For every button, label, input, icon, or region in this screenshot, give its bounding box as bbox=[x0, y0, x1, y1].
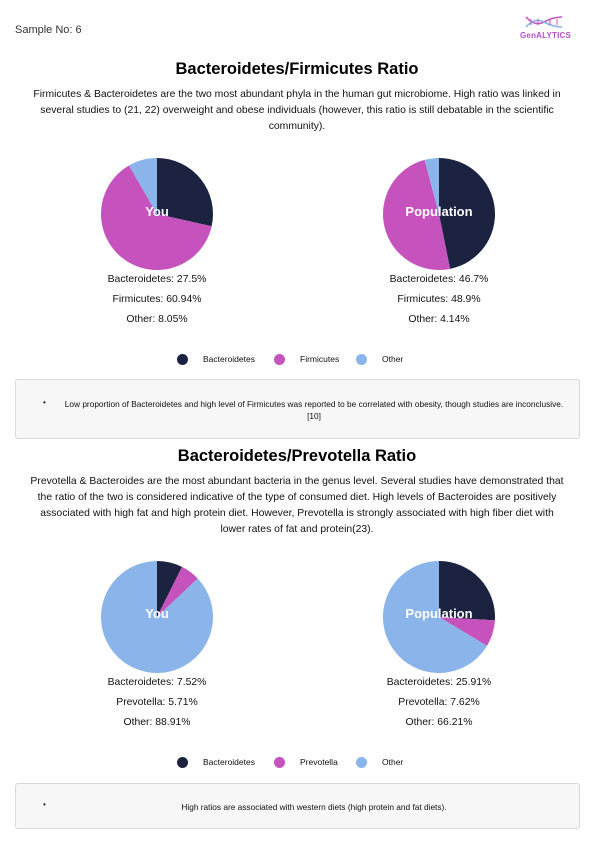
stat-bacteroidetes: Bacteroidetes: 46.7% bbox=[389, 274, 489, 285]
section-description-firmicutes: Firmicutes & Bacteroidetes are the two m… bbox=[33, 89, 561, 132]
pie-label-population: Population bbox=[405, 204, 473, 219]
stat-firmicutes: Firmicutes: 48.9% bbox=[397, 294, 481, 305]
legend-label: Other bbox=[382, 757, 404, 767]
legend-swatch bbox=[177, 756, 188, 768]
pie-slice-other bbox=[128, 158, 157, 214]
legend-label: Bacteroidetes bbox=[203, 757, 255, 767]
pie-label-you: You bbox=[145, 606, 169, 621]
stat-bacteroidetes: Bacteroidetes: 25.91% bbox=[386, 677, 492, 688]
legend-prevotella: Bacteroidetes Prevotella Other bbox=[0, 754, 594, 770]
pie-stats: Bacteroidetes: 27.5% Firmicutes: 60.94% … bbox=[77, 270, 237, 330]
logo-text: GenALYTICS bbox=[520, 31, 572, 40]
section-title-firmicutes: Bacteroidetes/Firmicutes Ratio bbox=[175, 60, 419, 78]
legend-item-bacteroidetes: Bacteroidetes bbox=[177, 754, 255, 770]
pie-slice-bacteroidetes bbox=[439, 561, 495, 621]
pie-svg bbox=[101, 158, 213, 270]
legend-item-other: Other bbox=[356, 351, 403, 367]
legend-swatch bbox=[177, 353, 188, 365]
pie-slice-other bbox=[101, 561, 213, 673]
stat-bacteroidetes: Bacteroidetes: 27.5% bbox=[107, 274, 207, 285]
pie-svg bbox=[383, 561, 495, 673]
genalytics-logo: GenALYTICS bbox=[518, 14, 572, 44]
pie-slice-firmicutes bbox=[382, 159, 451, 271]
stat-other: Other: 66.21% bbox=[405, 717, 473, 728]
stat-prevotella: Prevotella: 7.62% bbox=[398, 697, 480, 708]
stat-other: Other: 8.05% bbox=[126, 314, 188, 325]
pie-slice-other bbox=[383, 561, 487, 673]
legend-item-firmicutes: Firmicutes bbox=[274, 351, 339, 367]
pie-svg bbox=[382, 158, 495, 271]
stat-firmicutes: Firmicutes: 60.94% bbox=[112, 294, 202, 305]
pie-slice-bacteroidetes bbox=[157, 158, 213, 227]
legend-item-prevotella: Prevotella bbox=[274, 754, 338, 770]
legend-swatch bbox=[274, 756, 285, 768]
dna-helix-icon bbox=[525, 16, 563, 28]
legend-firmicutes: Bacteroidetes Firmicutes Other bbox=[0, 351, 594, 367]
pie-svg bbox=[101, 561, 213, 673]
legend-label: Firmicutes bbox=[300, 354, 340, 364]
pie-slice-prevotella bbox=[157, 566, 198, 617]
pie-slice-bacteroidetes bbox=[439, 158, 495, 269]
pie-slice-other bbox=[424, 158, 439, 214]
pie-label-you: You bbox=[145, 204, 169, 219]
stat-other: Other: 88.91% bbox=[123, 717, 191, 728]
pie-stats: Bacteroidetes: 25.91% Prevotella: 7.62% … bbox=[359, 673, 519, 733]
stat-other: Other: 4.14% bbox=[408, 314, 470, 325]
info-note-box: • Low proportion of Bacteroidetes and hi… bbox=[15, 379, 580, 439]
pie-label-population: Population bbox=[405, 606, 473, 621]
section-title-prevotella: Bacteroidetes/Prevotella Ratio bbox=[177, 447, 417, 465]
info-note-text: Low proportion of Bacteroidetes and high… bbox=[64, 399, 564, 421]
pie-slice-prevotella bbox=[439, 617, 495, 646]
legend-label: Bacteroidetes bbox=[203, 354, 255, 364]
stat-prevotella: Prevotella: 5.71% bbox=[116, 697, 198, 708]
legend-item-other: Other bbox=[356, 754, 403, 770]
legend-swatch bbox=[356, 756, 367, 768]
pie-slice-bacteroidetes bbox=[157, 561, 182, 617]
info-note-box: • High ratios are associated with wester… bbox=[15, 783, 580, 829]
stat-bacteroidetes: Bacteroidetes: 7.52% bbox=[107, 677, 207, 688]
info-note-text: High ratios are associated with western … bbox=[181, 802, 447, 812]
bullet: • bbox=[43, 800, 46, 809]
bullet: • bbox=[43, 398, 46, 407]
legend-swatch bbox=[356, 353, 367, 365]
sample-number: Sample No: 6 bbox=[15, 24, 82, 36]
legend-label: Prevotella bbox=[300, 757, 338, 767]
legend-swatch bbox=[274, 353, 285, 365]
section-description-prevotella: Prevotella & Bacteroides are the most ab… bbox=[30, 476, 564, 535]
legend-label: Other bbox=[382, 354, 404, 364]
pie-stats: Bacteroidetes: 46.7% Firmicutes: 48.9% O… bbox=[359, 270, 519, 330]
pie-slice-firmicutes bbox=[101, 165, 212, 270]
legend-item-bacteroidetes: Bacteroidetes bbox=[177, 351, 255, 367]
pie-stats: Bacteroidetes: 7.52% Prevotella: 5.71% O… bbox=[77, 673, 237, 733]
